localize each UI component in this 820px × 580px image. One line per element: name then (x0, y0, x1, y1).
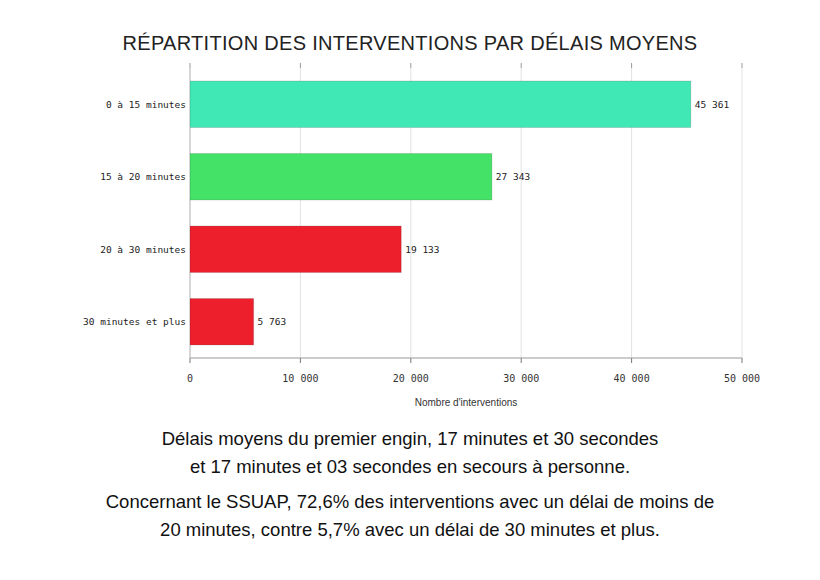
tick-mark (410, 63, 411, 68)
tick-mark (631, 63, 632, 68)
caption: Délais moyens du premier engin, 17 minut… (162, 428, 659, 449)
data-label: 27 343 (496, 171, 530, 182)
tick-mark (521, 63, 522, 68)
grid (190, 68, 742, 358)
tick-label: 30 000 (503, 373, 539, 384)
axis-line (190, 358, 742, 359)
caption: et 17 minutes et 03 secondes en secours … (190, 456, 630, 477)
data-label: 19 133 (405, 244, 439, 255)
x-axis: 0 10 000 20 000 30 000 40 000 50 000 (187, 63, 760, 384)
grid-line (742, 68, 743, 358)
page: {"chart_data": { "type": "bar", "orienta… (0, 0, 820, 580)
tick-label: 50 000 (724, 373, 760, 384)
labels: 0 à 15 minutes 45 361 15 à 20 minutes 27 34… (83, 99, 729, 328)
tick-mark (521, 358, 522, 363)
bar (190, 299, 254, 345)
data-label: 5 763 (258, 316, 287, 327)
bar (190, 81, 691, 127)
axis-title: Nombre d'interventions (415, 397, 518, 408)
tick-mark (300, 63, 301, 68)
tick-mark (410, 358, 411, 363)
bar (190, 154, 492, 200)
tick-label: 0 (187, 373, 193, 384)
bars (190, 81, 691, 345)
tick-mark (190, 63, 191, 68)
tick-mark (742, 63, 743, 68)
bar (190, 226, 401, 272)
chart-title: RÉPARTITION DES INTERVENTIONS PAR DÉLAIS… (123, 32, 698, 54)
caption: Concernant le SSUAP, 72,6% des intervent… (106, 491, 714, 512)
tick-mark (300, 358, 301, 363)
tick-mark (190, 358, 191, 363)
chart: RÉPARTITION DES INTERVENTIONS PAR DÉLAIS… (0, 0, 820, 580)
caption: 20 minutes, contre 5,7% avec un délai de… (160, 519, 660, 540)
data-label: 45 361 (695, 99, 730, 110)
background (0, 0, 820, 580)
tick-mark (742, 358, 743, 363)
tick-label: 40 000 (614, 373, 650, 384)
category-label: 30 minutes et plus (83, 316, 186, 327)
tick-label: 10 000 (282, 373, 318, 384)
tick-label: 20 000 (393, 373, 429, 384)
category-label: 15 à 20 minutes (100, 171, 186, 182)
tick-mark (631, 358, 632, 363)
category-label: 20 à 30 minutes (100, 244, 186, 255)
category-label: 0 à 15 minutes (106, 99, 186, 110)
